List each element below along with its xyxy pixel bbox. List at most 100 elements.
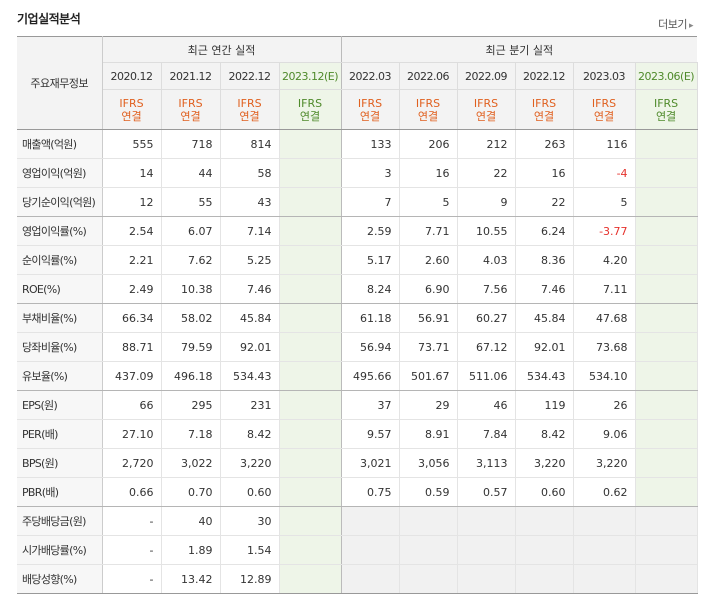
quarter-value: 119 bbox=[515, 390, 574, 420]
period-header: 2020.12 bbox=[102, 62, 162, 90]
table-row: 당좌비율(%) 88.71 79.59 92.01 56.94 73.71 67.12 92.… bbox=[17, 332, 698, 362]
quarter-value: -3.77 bbox=[573, 216, 636, 246]
quarter-value: 45.84 bbox=[515, 303, 574, 333]
quarter-value: 46 bbox=[457, 390, 516, 420]
basis-header: IFRS 연결 bbox=[457, 89, 516, 130]
annual-value: 92.01 bbox=[220, 332, 280, 362]
period-header: 2022.12 bbox=[515, 62, 574, 90]
annual-value: 45.84 bbox=[220, 303, 280, 333]
basis-header: IFRS 연결 bbox=[279, 89, 342, 130]
row-label: 영업이익(억원) bbox=[17, 158, 103, 188]
basis-standard: IFRS bbox=[237, 96, 262, 110]
annual-value: 2,720 bbox=[102, 448, 162, 478]
annual-value bbox=[279, 332, 342, 362]
quarter-value: 60.27 bbox=[457, 303, 516, 333]
table-row: EPS(원) 66 295 231 37 29 46 119 26 bbox=[17, 390, 698, 420]
chevron-right-icon: ▸ bbox=[688, 21, 694, 31]
quarter-value: 92.01 bbox=[515, 332, 574, 362]
quarter-value: 133 bbox=[341, 129, 400, 159]
quarter-value: 22 bbox=[457, 158, 516, 188]
annual-value: 7.18 bbox=[161, 419, 221, 449]
row-label: 시가배당률(%) bbox=[17, 535, 103, 565]
empty-cell bbox=[399, 535, 458, 565]
empty-cell bbox=[399, 506, 458, 536]
quarter-value: 0.60 bbox=[515, 477, 574, 507]
quarter-value: 7.84 bbox=[457, 419, 516, 449]
empty-cell bbox=[635, 564, 698, 594]
annual-value: 7.46 bbox=[220, 274, 280, 304]
quarter-value: 2.60 bbox=[399, 245, 458, 275]
quarter-value bbox=[635, 477, 698, 507]
quarter-value: 534.43 bbox=[515, 361, 574, 391]
quarter-value: 7 bbox=[341, 187, 400, 217]
quarter-value: 8.42 bbox=[515, 419, 574, 449]
empty-cell bbox=[457, 506, 516, 536]
quarter-value: -4 bbox=[573, 158, 636, 188]
quarter-value bbox=[635, 361, 698, 391]
basis-header: IFRS 연결 bbox=[102, 89, 162, 130]
annual-value: 44 bbox=[161, 158, 221, 188]
period-header: 2022.03 bbox=[341, 62, 400, 90]
quarter-value: 206 bbox=[399, 129, 458, 159]
quarter-value bbox=[635, 129, 698, 159]
annual-value: 2.21 bbox=[102, 245, 162, 275]
basis-header: IFRS 연결 bbox=[635, 89, 698, 130]
empty-cell bbox=[573, 535, 636, 565]
quarter-value: 4.20 bbox=[573, 245, 636, 275]
empty-cell bbox=[635, 506, 698, 536]
quarter-value: 5 bbox=[573, 187, 636, 217]
basis-header: IFRS 연결 bbox=[220, 89, 280, 130]
annual-value: 534.43 bbox=[220, 361, 280, 391]
empty-cell bbox=[515, 506, 574, 536]
quarter-value: 73.71 bbox=[399, 332, 458, 362]
row-label: 유보율(%) bbox=[17, 361, 103, 391]
basis-header: IFRS 연결 bbox=[573, 89, 636, 130]
period-header: 2022.06 bbox=[399, 62, 458, 90]
quarter-value: 0.57 bbox=[457, 477, 516, 507]
quarter-value: 8.91 bbox=[399, 419, 458, 449]
basis-header: IFRS 연결 bbox=[161, 89, 221, 130]
quarter-value: 16 bbox=[515, 158, 574, 188]
annual-value bbox=[279, 245, 342, 275]
annual-value: 13.42 bbox=[161, 564, 221, 594]
annual-value: 718 bbox=[161, 129, 221, 159]
basis-standard: IFRS bbox=[297, 96, 323, 110]
basis-consolidation: 연결 bbox=[593, 109, 615, 123]
empty-cell bbox=[635, 535, 698, 565]
table-row: BPS(원) 2,720 3,022 3,220 3,021 3,056 3,113 3,22… bbox=[17, 448, 698, 478]
quarter-value: 0.62 bbox=[573, 477, 636, 507]
quarter-value: 3,056 bbox=[399, 448, 458, 478]
annual-value: 66.34 bbox=[102, 303, 162, 333]
row-label: BPS(원) bbox=[17, 448, 103, 478]
quarter-value bbox=[635, 303, 698, 333]
annual-value: 8.42 bbox=[220, 419, 280, 449]
quarter-value: 10.55 bbox=[457, 216, 516, 246]
more-link[interactable]: 더보기 ▸ bbox=[658, 16, 693, 32]
quarter-value: 263 bbox=[515, 129, 574, 159]
quarter-value: 5 bbox=[399, 187, 458, 217]
annual-value: 0.66 bbox=[102, 477, 162, 507]
basis-standard: IFRS bbox=[178, 96, 203, 110]
annual-value: 1.54 bbox=[220, 535, 280, 565]
table-row: 유보율(%) 437.09 496.18 534.43 495.66 501.67 511.… bbox=[17, 361, 698, 391]
row-label: 영업이익률(%) bbox=[17, 216, 103, 246]
basis-consolidation: 연결 bbox=[359, 109, 381, 123]
quarter-value: 67.12 bbox=[457, 332, 516, 362]
row-label: 당좌비율(%) bbox=[17, 332, 103, 362]
quarter-value: 9 bbox=[457, 187, 516, 217]
quarter-value: 5.17 bbox=[341, 245, 400, 275]
quarter-value: 2.59 bbox=[341, 216, 400, 246]
annual-value: 66 bbox=[102, 390, 162, 420]
quarter-value: 3 bbox=[341, 158, 400, 188]
row-label: 주당배당금(원) bbox=[17, 506, 103, 536]
quarter-value bbox=[635, 274, 698, 304]
row-label: 매출액(억원) bbox=[17, 129, 103, 159]
table-row: 영업이익률(%) 2.54 6.07 7.14 2.59 7.71 10.55 6.24 -3.… bbox=[17, 216, 698, 246]
row-label: 배당성향(%) bbox=[17, 564, 103, 594]
quarter-value: 73.68 bbox=[573, 332, 636, 362]
annual-value: 12.89 bbox=[220, 564, 280, 594]
annual-value bbox=[279, 506, 342, 536]
empty-cell bbox=[341, 506, 400, 536]
quarter-value: 8.36 bbox=[515, 245, 574, 275]
